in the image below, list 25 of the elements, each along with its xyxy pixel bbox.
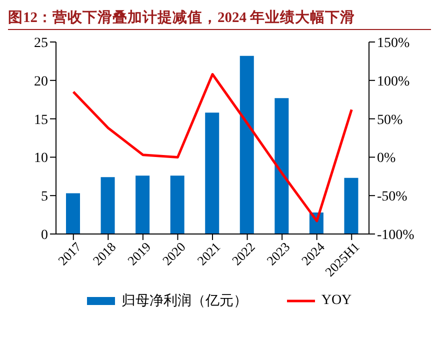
- y2-tick-label: 100%: [377, 74, 410, 90]
- y-tick-label: 25: [34, 36, 48, 51]
- bar: [170, 176, 184, 234]
- line-series: [72, 73, 353, 222]
- bar: [100, 177, 115, 234]
- chart-title: 图12：营收下滑叠加计提减值，2024 年业绩大幅下滑: [8, 8, 431, 30]
- y2-tick-label: 0%: [377, 151, 396, 166]
- y-tick-label: 5: [41, 190, 48, 205]
- bar: [240, 56, 254, 234]
- y-tick-label: 15: [34, 112, 48, 128]
- y-tick-label: 0: [41, 228, 48, 243]
- y2-tick-label: 50%: [377, 112, 403, 128]
- x-tick-label: 2021: [194, 239, 224, 268]
- y2-tick-label: 150%: [377, 36, 410, 51]
- y-tick-label: 10: [34, 151, 48, 166]
- bar: [274, 98, 289, 234]
- y2-tick-label: -50%: [377, 190, 408, 205]
- bar: [205, 112, 220, 234]
- y2-tick-label: -100%: [377, 228, 415, 243]
- bar: [136, 176, 150, 234]
- bar: [66, 193, 80, 234]
- y-tick-label: 20: [34, 74, 48, 90]
- legend-label: 归母净利润（亿元）: [121, 292, 248, 310]
- legend-label: YOY: [321, 293, 352, 309]
- bar: [344, 178, 358, 234]
